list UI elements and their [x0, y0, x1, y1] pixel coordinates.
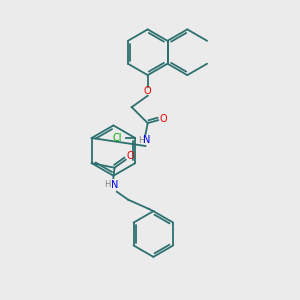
- Text: H: H: [138, 136, 144, 145]
- Text: N: N: [143, 135, 150, 145]
- Text: H: H: [104, 180, 111, 189]
- Text: O: O: [127, 151, 134, 161]
- Text: N: N: [111, 180, 118, 190]
- Text: O: O: [144, 86, 152, 96]
- Text: Cl: Cl: [112, 133, 122, 143]
- Text: O: O: [160, 114, 167, 124]
